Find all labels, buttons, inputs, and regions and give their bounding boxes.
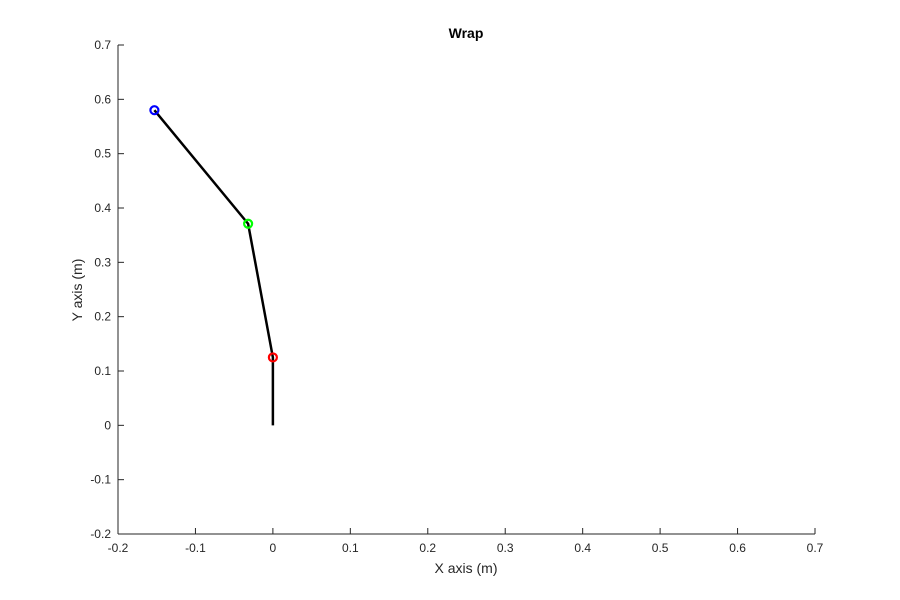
y-tick-label: 0.3 — [94, 255, 111, 269]
y-tick-label: -0.1 — [90, 473, 111, 487]
chart-title: Wrap — [449, 25, 484, 41]
y-tick-label: 0.1 — [94, 364, 111, 378]
x-tick-label: 0.7 — [807, 541, 824, 555]
x-tick-label: -0.1 — [185, 541, 206, 555]
x-tick-label: 0 — [270, 541, 277, 555]
series-line — [153, 109, 275, 426]
x-tick-label: -0.2 — [108, 541, 129, 555]
y-tick-label: -0.2 — [90, 527, 111, 541]
x-tick-label: 0.3 — [497, 541, 514, 555]
x-axis-label: X axis (m) — [435, 560, 498, 576]
data-point-marker — [149, 105, 160, 116]
x-tick-label: 0.5 — [652, 541, 669, 555]
data-point-marker — [243, 218, 254, 229]
y-tick-label: 0.2 — [94, 310, 111, 324]
x-tick-label: 0.4 — [574, 541, 591, 555]
y-tick-label: 0.4 — [94, 201, 111, 215]
x-tick-label: 0.2 — [419, 541, 436, 555]
y-tick-label: 0.5 — [94, 147, 111, 161]
y-axis-label: Y axis (m) — [69, 259, 85, 322]
axes: -0.2 -0.1 0 0.1 0.2 0.3 0.4 0.5 0.6 0.7 -0.2 -0.1 0 0… — [90, 38, 823, 555]
y-tick-label: 0.6 — [94, 92, 111, 106]
x-tick-label: 0.6 — [729, 541, 746, 555]
y-tick-label: 0 — [104, 418, 111, 432]
data-point-marker — [267, 352, 278, 363]
data-layer — [149, 105, 278, 426]
y-tick-label: 0.7 — [94, 38, 111, 52]
x-tick-label: 0.1 — [342, 541, 359, 555]
